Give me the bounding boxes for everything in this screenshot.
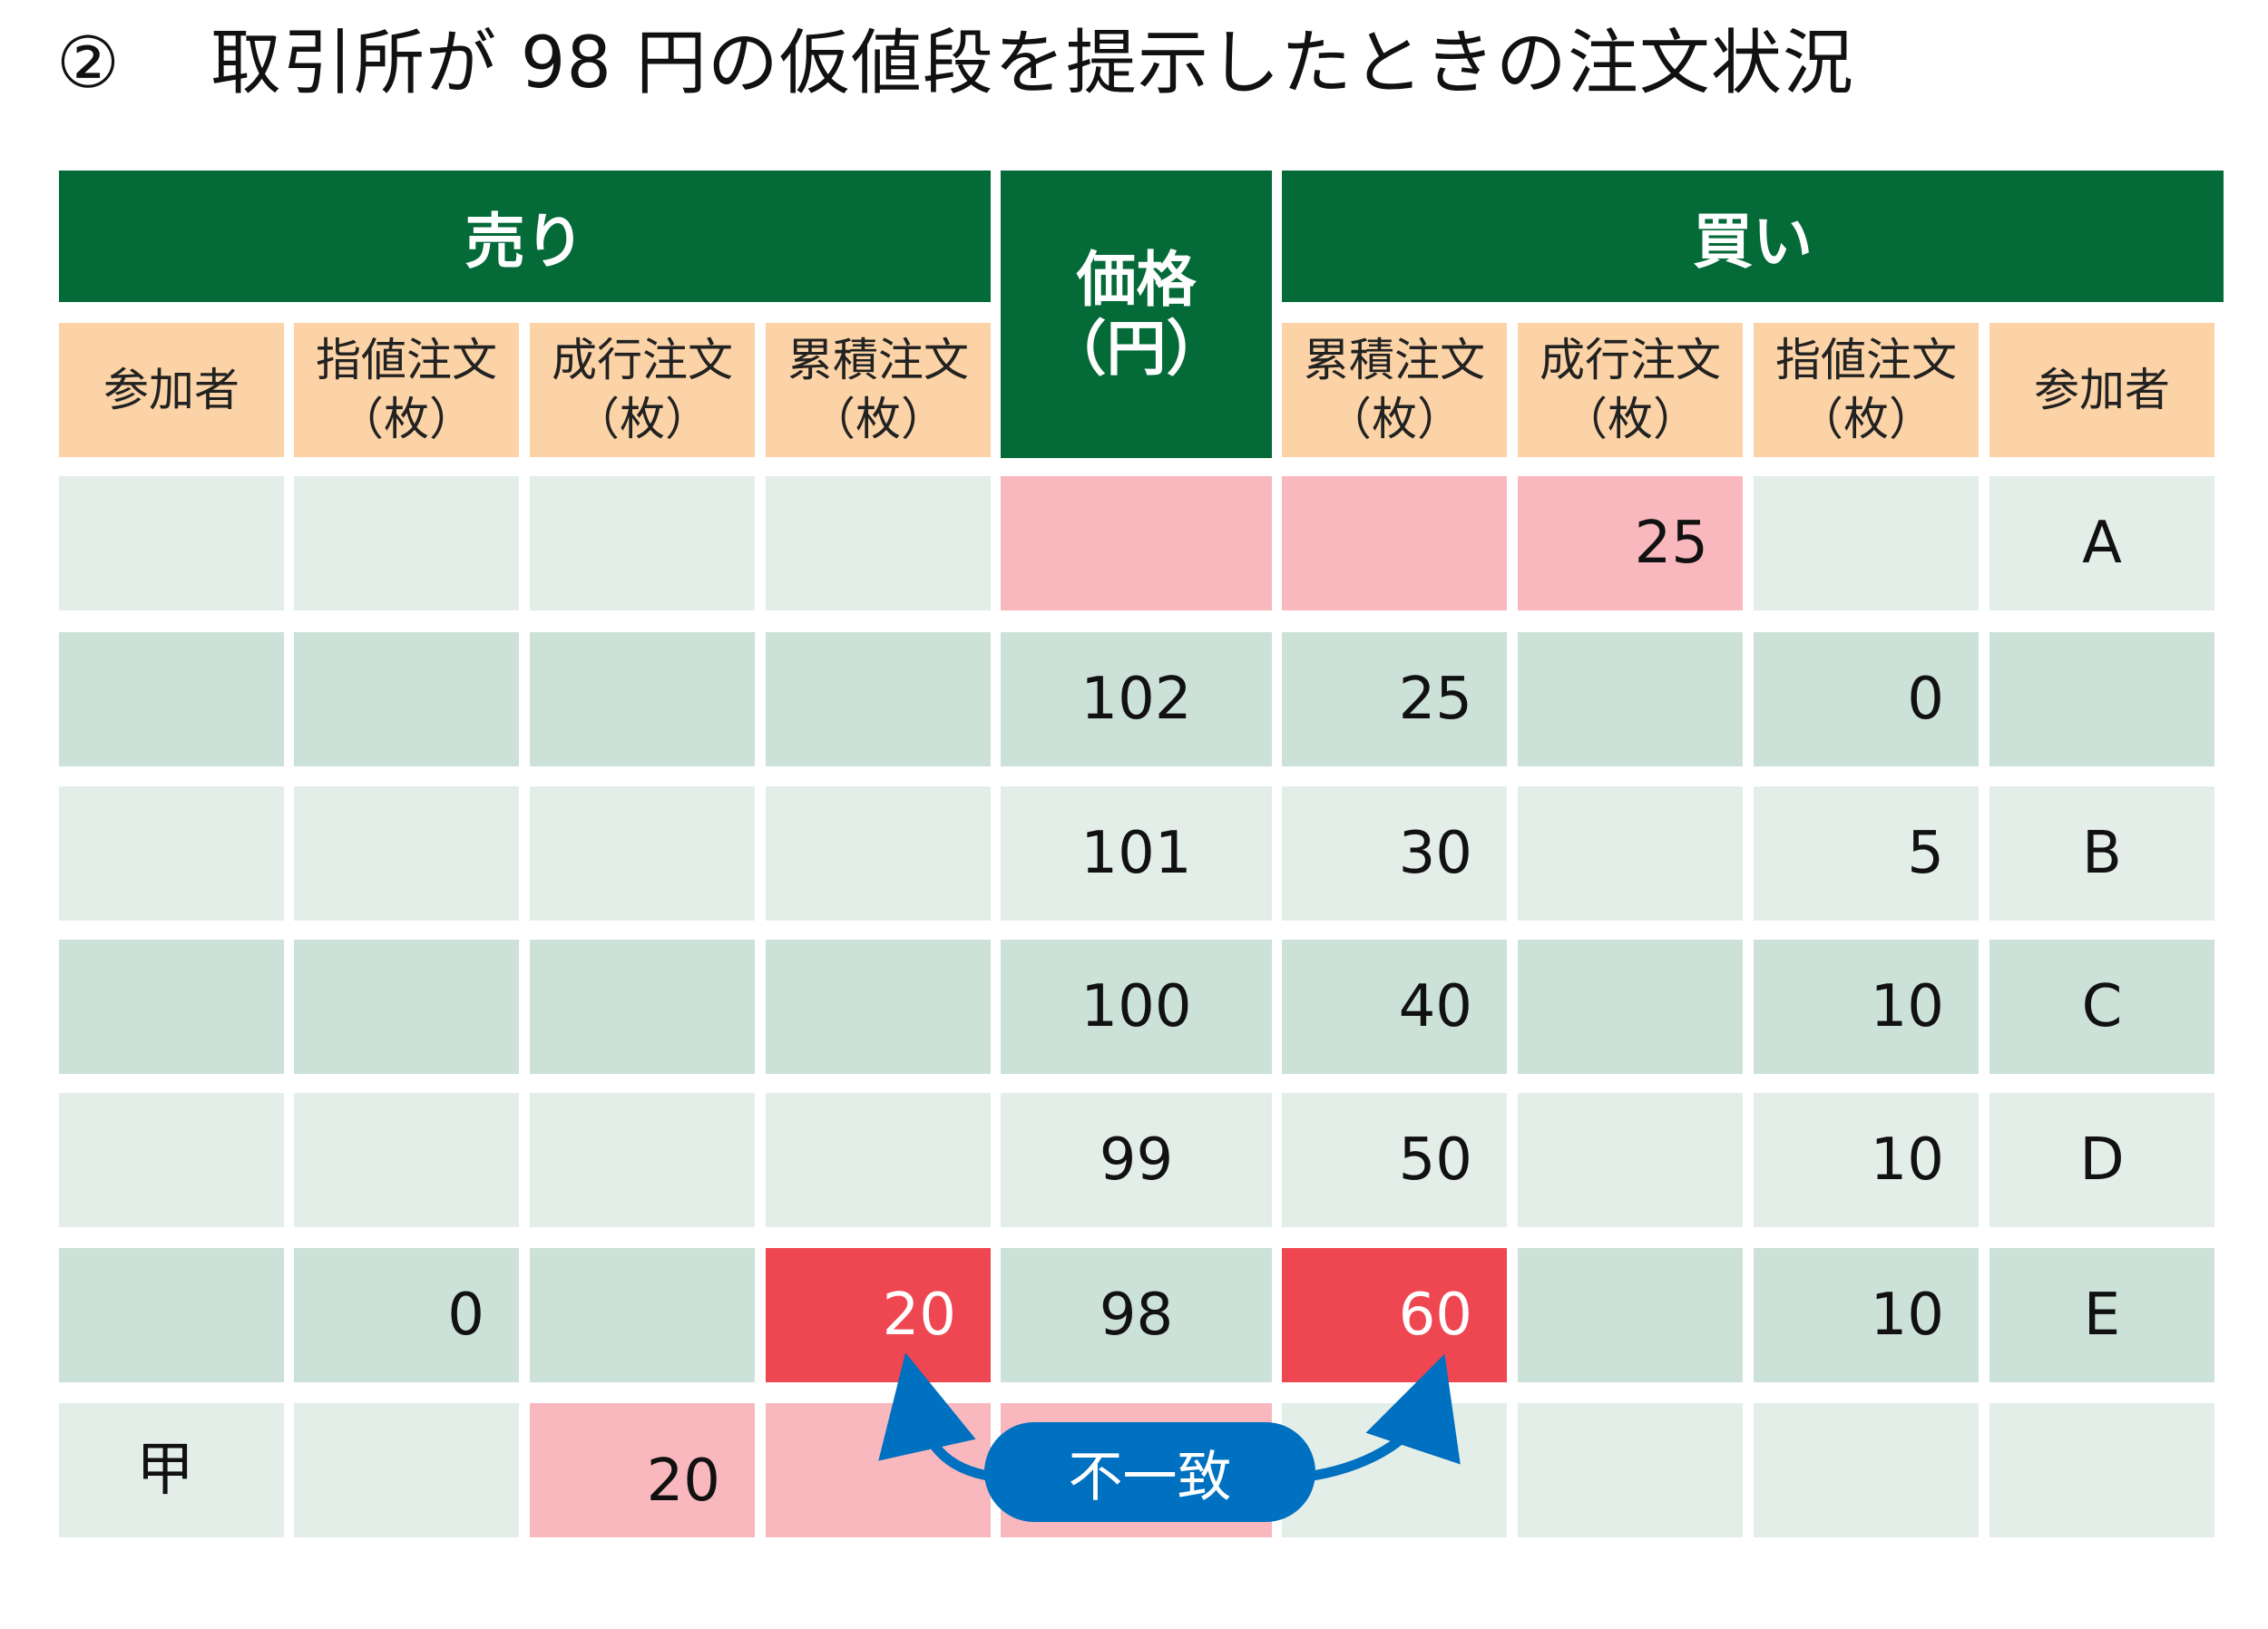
cell-sell-market bbox=[530, 632, 755, 766]
cell-buy-cumulative bbox=[1282, 476, 1507, 610]
cell-sell-participant bbox=[59, 1093, 284, 1227]
sub-header-line1: 累積注文 bbox=[787, 334, 969, 386]
cell-sell-cumulative bbox=[766, 1093, 991, 1227]
cell-buy-limit: 10 bbox=[1754, 940, 1979, 1074]
cell-sell-cumulative bbox=[766, 940, 991, 1074]
cell-buy-cumulative: 25 bbox=[1282, 632, 1507, 766]
sell-header-label: 売り bbox=[464, 206, 585, 277]
sub-header-line1: 成行注文 bbox=[552, 334, 733, 386]
cell-sell-limit: 0 bbox=[294, 1248, 519, 1382]
cell-price: 102 bbox=[1001, 632, 1272, 766]
price-header: 価格 （円） bbox=[1001, 171, 1272, 458]
cell-buy-participant: E bbox=[1989, 1248, 2214, 1382]
cell-sell-market bbox=[530, 476, 755, 610]
cell-buy-participant: C bbox=[1989, 940, 2214, 1074]
cell-buy-market bbox=[1518, 1248, 1743, 1382]
cell-sell-cumulative: 20 bbox=[766, 1248, 991, 1382]
cell-buy-market bbox=[1518, 1403, 1743, 1537]
sub-header-line1: 参加者 bbox=[103, 363, 240, 416]
cell-buy-limit bbox=[1754, 1403, 1979, 1537]
cell-sell-limit bbox=[294, 1093, 519, 1227]
cell-sell-market bbox=[530, 940, 755, 1074]
cell-price: 98 bbox=[1001, 1248, 1272, 1382]
title-text: 取引所が 98 円の仮値段を提示したときの注文状況 bbox=[210, 23, 1854, 104]
cell-sell-participant: 甲 bbox=[59, 1403, 284, 1537]
cell-sell-market: 20 bbox=[530, 1403, 755, 1537]
sell-header: 売り bbox=[59, 171, 991, 302]
cell-sell-limit bbox=[294, 1403, 519, 1537]
cell-sell-cumulative bbox=[766, 476, 991, 610]
sub-header-line2: （枚） bbox=[338, 393, 474, 445]
cell-buy-limit: 10 bbox=[1754, 1248, 1979, 1382]
cell-sell-market bbox=[530, 786, 755, 921]
page-title: ② 取引所が 98 円の仮値段を提示したときの注文状況 bbox=[56, 9, 2252, 118]
price-header-line2: （円） bbox=[1046, 313, 1227, 384]
sub-header-line2: （枚） bbox=[1326, 393, 1462, 445]
cell-buy-market bbox=[1518, 786, 1743, 921]
title-number: ② bbox=[56, 23, 121, 104]
cell-sell-cumulative bbox=[766, 632, 991, 766]
mismatch-badge-label: 不一致 bbox=[1068, 1445, 1232, 1509]
sub-header-line1: 指値注文 bbox=[316, 334, 497, 386]
cell-buy-participant bbox=[1989, 632, 2214, 766]
cell-buy-cumulative: 40 bbox=[1282, 940, 1507, 1074]
cell-buy-limit: 10 bbox=[1754, 1093, 1979, 1227]
cell-sell-limit bbox=[294, 940, 519, 1074]
cell-buy-limit bbox=[1754, 476, 1979, 610]
sell-col-participant: 参加者 bbox=[59, 323, 284, 457]
cell-buy-cumulative: 50 bbox=[1282, 1093, 1507, 1227]
cell-sell-market bbox=[530, 1093, 755, 1227]
sub-header-line2: （枚） bbox=[810, 393, 946, 445]
buy-header: 買い bbox=[1282, 171, 2224, 302]
cell-sell-limit bbox=[294, 786, 519, 921]
cell-buy-market bbox=[1518, 940, 1743, 1074]
cell-buy-limit: 0 bbox=[1754, 632, 1979, 766]
sell-col-cumulative: 累積注文 （枚） bbox=[766, 323, 991, 457]
cell-sell-participant bbox=[59, 632, 284, 766]
sub-header-line1: 成行注文 bbox=[1540, 334, 1721, 386]
sub-header-line1: 参加者 bbox=[2034, 363, 2170, 416]
cell-price: 99 bbox=[1001, 1093, 1272, 1227]
sub-header-line2: （枚） bbox=[1562, 393, 1698, 445]
cell-price: 100 bbox=[1001, 940, 1272, 1074]
cell-buy-participant: A bbox=[1989, 476, 2214, 610]
buy-col-participant: 参加者 bbox=[1989, 323, 2214, 457]
cell-buy-participant: D bbox=[1989, 1093, 2214, 1227]
sell-col-limit: 指値注文 （枚） bbox=[294, 323, 519, 457]
buy-col-market: 成行注文 （枚） bbox=[1518, 323, 1743, 457]
cell-sell-limit bbox=[294, 476, 519, 610]
cell-buy-market bbox=[1518, 1093, 1743, 1227]
cell-sell-participant bbox=[59, 1248, 284, 1382]
left-arrow bbox=[878, 1352, 994, 1482]
price-header-line1: 価格 bbox=[1076, 244, 1197, 315]
sell-col-market: 成行注文 （枚） bbox=[530, 323, 755, 457]
sub-header-line1: 累積注文 bbox=[1304, 334, 1485, 386]
buy-header-label: 買い bbox=[1693, 206, 1813, 277]
sub-header-line2: （枚） bbox=[1798, 393, 1934, 445]
cell-buy-participant: B bbox=[1989, 786, 2214, 921]
cell-sell-limit bbox=[294, 632, 519, 766]
cell-sell-participant bbox=[59, 786, 284, 921]
cell-buy-market bbox=[1518, 632, 1743, 766]
right-arrow bbox=[1305, 1353, 1461, 1482]
buy-col-cumulative: 累積注文 （枚） bbox=[1282, 323, 1507, 457]
cell-price bbox=[1001, 476, 1272, 610]
cell-buy-limit: 5 bbox=[1754, 786, 1979, 921]
cell-price: 101 bbox=[1001, 786, 1272, 921]
sub-header-line2: （枚） bbox=[574, 393, 710, 445]
cell-buy-participant bbox=[1989, 1403, 2214, 1537]
cell-sell-participant bbox=[59, 476, 284, 610]
buy-col-limit: 指値注文 （枚） bbox=[1754, 323, 1979, 457]
cell-sell-participant bbox=[59, 940, 284, 1074]
cell-sell-market bbox=[530, 1248, 755, 1382]
cell-sell-cumulative bbox=[766, 786, 991, 921]
cell-buy-market: 25 bbox=[1518, 476, 1743, 610]
sub-header-line1: 指値注文 bbox=[1775, 334, 1957, 386]
cell-buy-cumulative: 30 bbox=[1282, 786, 1507, 921]
mismatch-badge: 不一致 bbox=[984, 1422, 1315, 1522]
